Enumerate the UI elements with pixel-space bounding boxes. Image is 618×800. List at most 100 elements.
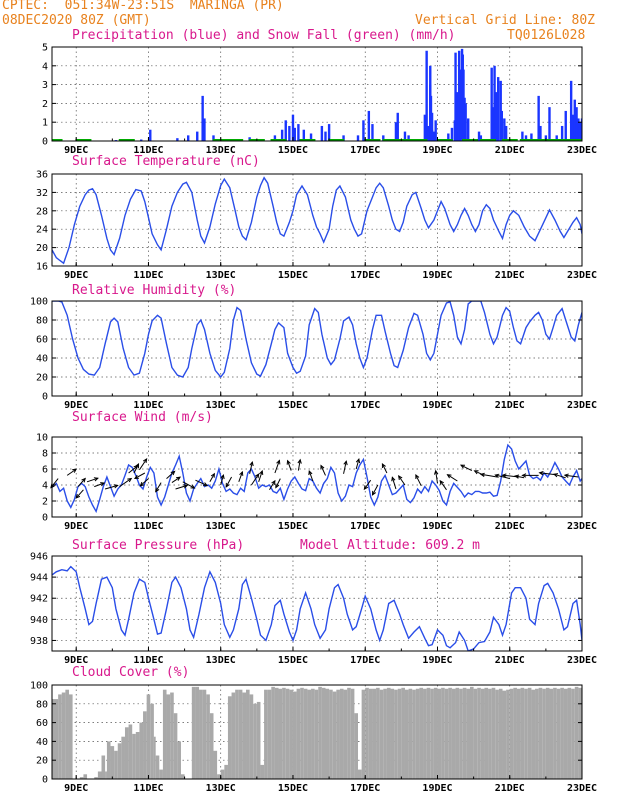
cloud-cover-bar [549,688,554,779]
cloud-cover-bar [516,688,521,779]
snowfall-bar [328,139,345,141]
precip-bar [324,131,327,141]
cloud-cover-bar [199,689,203,779]
x-tick-label: 11DEC [133,521,163,532]
y-tick-label: 1 [42,118,48,129]
precip-bar [457,50,461,141]
cloud-cover-bar [336,689,340,779]
precip-bar [293,127,296,141]
wind-arrowhead [133,474,139,479]
x-tick-label: 17DEC [350,270,380,281]
wind-vector [140,478,149,487]
y-tick-label: 20 [36,756,48,767]
cloud-cover-bar [150,703,154,779]
cloud-cover-bar [488,688,492,779]
wind-vector [139,458,148,471]
wind-arrowhead [210,472,215,478]
cloud-cover-bar [390,688,395,779]
precip-bar [571,114,575,141]
precip-bar [273,135,277,141]
plot-area-wind [52,443,582,514]
y-tick-label: 5 [42,43,48,54]
wind-vector [447,474,458,482]
wind-arrowhead [139,481,145,487]
cloud-cover-bar [376,687,380,779]
y-tick-label: 20 [36,373,48,384]
snowfall-bar [227,139,244,141]
cloud-cover-bar [267,689,272,779]
panel-frame [51,300,583,397]
x-tick-label: 23DEC [567,145,597,156]
wind-arrowhead [155,487,160,493]
wind-vector [251,473,260,486]
precip-bar [493,65,496,141]
wind-arrowhead [514,474,520,479]
panel-humidity: 0 20 40 60 80 100 9DEC 11DEC 13DEC 15DEC 17DEC 19DE… [30,297,597,412]
precip-bar [500,110,503,141]
wind-vector [209,473,215,483]
wind-vector [86,477,99,483]
panel-title-wind: Surface Wind (m/s) [72,410,213,425]
cloud-cover-bar [509,688,514,779]
snowfall-bar [555,139,572,141]
cloud-cover-bar [535,688,539,779]
precip-bar [196,131,199,141]
header-station: CPTEC: 051:34W-23:51S MARINGA (PR) [2,0,284,13]
panel-title-temperature: Surface Temperature (nC) [72,154,260,169]
model-altitude: Model Altitude: 609.2 m [300,538,481,553]
x-tick-label: 19DEC [422,145,452,156]
x-tick-label: 11DEC [133,655,163,666]
cloud-cover-bar [278,688,283,779]
y-tick-label: 40 [36,354,48,365]
precip-bar [496,77,500,141]
cloud-cover-bar [180,774,185,779]
precip-bar [539,125,542,141]
cloud-cover-bar [110,746,115,779]
cloud-cover-bar [423,688,427,779]
wind-arrowhead [249,460,254,467]
wind-arrowhead [183,484,189,489]
wind-arrowhead [170,470,176,476]
cloud-cover-bar [128,724,133,779]
wind-vector [553,473,566,479]
precip-bar [427,125,430,141]
cloud-cover-bar [159,769,163,779]
cloud-cover-bar [408,688,413,779]
x-tick-label: 15DEC [278,145,308,156]
wind-vector [391,477,397,490]
x-tick-label: 13DEC [206,270,236,281]
cloud-cover-bar [274,687,279,779]
wind-vector [539,472,555,476]
cloud-cover-bar [473,688,478,779]
header-date: 08DEC2020 80Z (GMT) [2,13,151,28]
x-tick-label: 9DEC [64,783,88,794]
precip-bar [382,135,385,141]
y-tick-label: 100 [30,681,48,692]
plot-area-temperature [52,176,582,265]
y-tick-label: 4 [42,481,48,492]
wind-arrowhead [363,485,369,491]
wind-arrowhead [176,476,182,481]
wind-arrowhead [439,479,444,485]
panel-frame [51,173,583,267]
y-tick-label: 3 [42,80,48,91]
cloud-cover-bar [285,688,290,779]
cloud-cover-bar [571,688,575,779]
snowfall-bar [545,139,562,141]
wind-vector [166,471,175,479]
cloud-cover-bar [415,688,420,779]
precip-bar [569,80,573,141]
cloud-cover-bar [527,687,532,779]
wind-vector [287,460,292,471]
panel-title-precipitation: Precipitation (blue) and Snow Fall (gree… [72,28,456,43]
wind-arrowhead [239,470,244,476]
x-tick-label: 11DEC [133,783,163,794]
cloud-cover-bar [132,733,136,779]
cloud-cover-bar [448,687,452,779]
wind-vector [119,478,132,488]
x-tick-label: 17DEC [350,145,380,156]
wind-arrowhead [190,484,196,489]
cloud-cover-bar [260,764,265,779]
wind-vector [249,461,253,474]
cloud-cover-bar [466,688,471,779]
